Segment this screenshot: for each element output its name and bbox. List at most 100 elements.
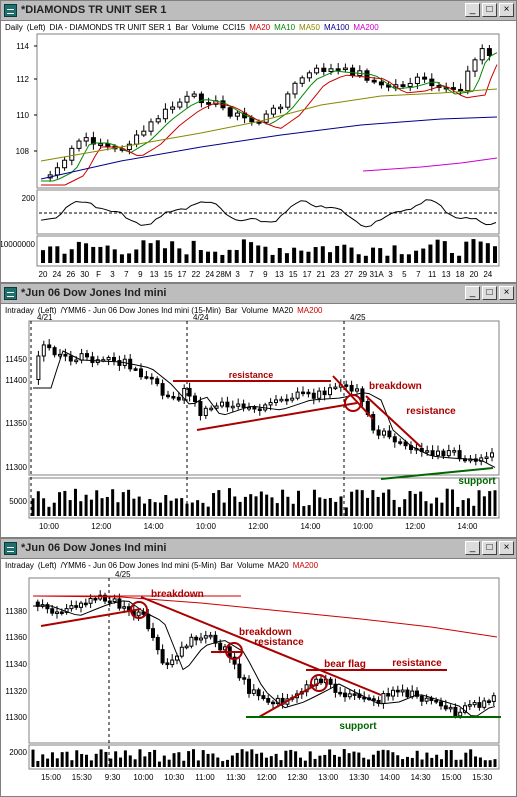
volume-bar <box>137 496 141 516</box>
volume-bar <box>428 244 433 263</box>
volume-bar <box>55 246 60 263</box>
window-title: *Jun 06 Dow Jones Ind mini <box>21 287 167 299</box>
volume-bar <box>256 245 261 263</box>
candle-body <box>149 376 154 380</box>
volume-bar <box>36 760 40 767</box>
candle-body <box>155 636 160 651</box>
date-tick-label: 13 <box>275 270 284 279</box>
date-tick-label: 9 <box>138 270 143 279</box>
ma20-label: MA20 <box>267 561 289 570</box>
candle-body <box>144 376 149 379</box>
volume-tick-label: 5000 <box>9 497 27 506</box>
candle-body <box>252 406 257 410</box>
volume-bar <box>250 749 254 767</box>
volume-bar <box>297 490 301 516</box>
price-tick-label: 110 <box>16 111 29 120</box>
candle-body <box>415 690 419 697</box>
candle-body <box>74 359 79 363</box>
time-tick-label: 12:00 <box>405 522 426 531</box>
volume-bar <box>170 241 175 263</box>
candle-body <box>160 649 165 664</box>
candle-body <box>247 678 251 694</box>
volume-bar <box>371 247 376 263</box>
candle-body <box>263 113 269 123</box>
candle-body <box>112 356 116 362</box>
volume-label: Volume <box>237 561 264 570</box>
date-marker-label: 4/21 <box>37 313 53 322</box>
title-bar[interactable]: *Jun 06 Dow Jones Ind mini _ □ × <box>1 284 516 304</box>
candle-body <box>165 662 170 666</box>
volume-label: Volume <box>191 23 219 32</box>
volume-bar <box>478 241 483 263</box>
volume-bar <box>424 501 428 516</box>
volume-bar <box>328 497 332 516</box>
candle-body <box>261 695 266 699</box>
candle-body <box>317 390 322 399</box>
volume-bar <box>89 760 93 767</box>
candle-body <box>285 93 291 108</box>
candle-body <box>458 711 463 717</box>
candle-body <box>47 344 52 349</box>
date-tick-label: 15 <box>289 270 298 279</box>
close-button[interactable]: × <box>499 286 514 300</box>
candle-body <box>350 67 356 77</box>
candle-body <box>213 634 218 644</box>
restore-button[interactable]: □ <box>482 3 497 17</box>
ma100-line <box>40 116 498 180</box>
candle-body <box>290 397 295 401</box>
chart-header: Intraday (Left)/YMM6 - Jun 06 Dow Jones I… <box>5 306 326 315</box>
axis-side-label: (Left) <box>37 561 57 570</box>
ma200-label: MA200 <box>292 561 319 570</box>
volume-bar <box>284 253 289 263</box>
volume-bar <box>153 502 157 516</box>
volume-bar <box>104 751 108 767</box>
candle-body <box>487 700 491 703</box>
time-tick-label: 12:00 <box>91 522 112 531</box>
ma100-label: MA100 <box>323 23 350 32</box>
time-tick-label: 14:00 <box>144 522 165 531</box>
volume-bar <box>385 255 390 263</box>
candle-body <box>184 645 189 649</box>
date-tick-label: 29 <box>358 270 367 279</box>
candle-body <box>93 597 98 601</box>
candle-body <box>425 450 430 453</box>
price-panel <box>28 577 500 744</box>
cci-line <box>40 199 497 228</box>
volume-bar <box>134 249 139 263</box>
volume-bar <box>376 496 380 516</box>
volume-bar <box>184 254 189 263</box>
volume-bar <box>127 253 132 263</box>
candle-body <box>257 408 262 411</box>
restore-button[interactable]: □ <box>482 541 497 555</box>
candle-body <box>453 706 458 717</box>
close-button[interactable]: × <box>499 541 514 555</box>
ma10-label: MA10 <box>274 23 296 32</box>
close-button[interactable]: × <box>499 3 514 17</box>
candle-body <box>59 611 64 614</box>
volume-bar <box>410 757 414 767</box>
volume-bar <box>201 750 205 767</box>
volume-bar <box>342 244 347 263</box>
bear-flag-circle <box>310 674 328 692</box>
minimize-button[interactable]: _ <box>465 541 480 555</box>
minimize-button[interactable]: _ <box>465 286 480 300</box>
volume-bar <box>488 491 492 516</box>
price-tick-label: 11300 <box>5 463 27 472</box>
volume-bar <box>100 498 104 516</box>
candle-body <box>395 689 400 693</box>
ma20-line <box>33 350 496 468</box>
volume-bar <box>445 488 449 516</box>
volume-bar <box>111 489 115 516</box>
title-bar[interactable]: *Jun 06 Dow Jones Ind mini _ □ × <box>1 539 516 559</box>
title-bar[interactable]: *DIAMONDS TR UNIT SER 1 _ □ × <box>1 1 516 21</box>
minimize-button[interactable]: _ <box>465 3 480 17</box>
volume-tick-label: 2000 <box>9 748 27 757</box>
axis-side-label: (Left) <box>26 23 46 32</box>
restore-button[interactable]: □ <box>482 286 497 300</box>
date-tick-label: 5 <box>402 270 407 279</box>
volume-bar <box>206 251 211 263</box>
chart-type-label: Bar <box>175 23 188 32</box>
candle-body <box>448 706 453 710</box>
volume-panel <box>28 477 500 519</box>
volume-bar <box>36 491 40 516</box>
